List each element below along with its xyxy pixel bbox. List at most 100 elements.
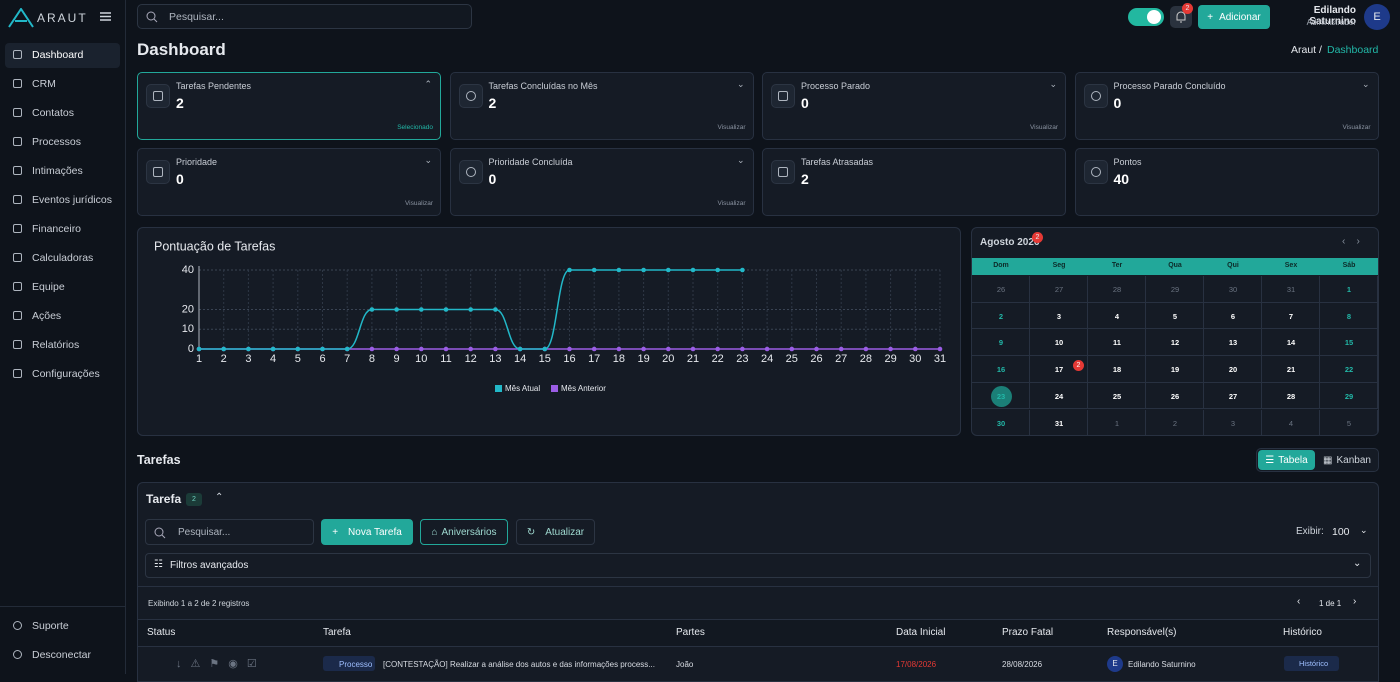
card-footer[interactable]: Visualizar xyxy=(1029,124,1058,131)
task-text[interactable]: [CONTESTAÇÃO] Realizar a análise dos aut… xyxy=(383,660,655,669)
show-caret[interactable]: ⌄ xyxy=(1360,525,1368,535)
day[interactable]: 4 xyxy=(1114,311,1120,321)
stat-card[interactable]: Tarefas Atrasadas 2 xyxy=(762,148,1066,216)
add-button[interactable]: + Adicionar xyxy=(1198,5,1270,29)
day[interactable]: 23 xyxy=(996,391,1006,401)
day[interactable]: 7 xyxy=(1288,311,1294,321)
card-footer[interactable]: Visualizar xyxy=(717,124,746,131)
day[interactable]: 30 xyxy=(1228,285,1238,294)
task-search[interactable]: Pesquisar... xyxy=(145,519,314,545)
day[interactable]: 26 xyxy=(996,285,1006,294)
day[interactable]: 27 xyxy=(1228,391,1238,401)
view-kanban[interactable]: ▦ Kanban xyxy=(1323,454,1371,466)
day[interactable]: 15 xyxy=(1344,338,1354,348)
menu-item[interactable]: CRM xyxy=(32,78,56,90)
day[interactable]: 18 xyxy=(1112,365,1122,375)
day[interactable]: 19 xyxy=(1170,365,1180,375)
menu-item[interactable]: Equipe xyxy=(32,281,65,293)
menu-item[interactable]: Calculadoras xyxy=(32,252,94,264)
day[interactable]: 12 xyxy=(1170,338,1180,348)
stat-card[interactable]: Pontos 40 xyxy=(1074,148,1379,216)
menu-toggle[interactable] xyxy=(100,12,111,21)
menu-item[interactable]: Contatos xyxy=(32,107,75,119)
user-avatar[interactable]: E xyxy=(1364,4,1390,30)
day[interactable]: 21 xyxy=(1286,365,1296,375)
card-footer[interactable]: Visualizar xyxy=(717,200,746,207)
new-task[interactable]: + Nova Tarefa xyxy=(321,519,413,545)
day[interactable]: 16 xyxy=(996,365,1006,375)
point xyxy=(764,346,770,352)
collapse[interactable]: ⌃ xyxy=(215,492,224,503)
footer-item[interactable]: Suporte xyxy=(32,620,69,632)
day[interactable]: 5 xyxy=(1172,311,1178,321)
day[interactable]: 29 xyxy=(1344,391,1354,401)
stat-card[interactable]: Tarefas Pendentes 2 Selecionado ⌃ xyxy=(137,72,441,140)
day[interactable]: 3 xyxy=(1230,418,1236,428)
next-page[interactable]: › xyxy=(1353,596,1357,607)
card-value: 0 xyxy=(1113,95,1122,111)
prev-month[interactable]: ‹ › xyxy=(1342,236,1360,247)
day[interactable]: 8 xyxy=(1346,311,1352,321)
menu-item[interactable]: Relatórios xyxy=(32,339,80,351)
x-tick-label: 1 xyxy=(196,353,202,365)
footer-item[interactable]: Desconectar xyxy=(32,649,91,661)
prev-page[interactable]: ‹ xyxy=(1297,596,1301,607)
day[interactable]: 3 xyxy=(1056,311,1062,321)
filters[interactable]: ☷ Filtros avançados ⌄ xyxy=(145,553,1371,578)
menu-item[interactable]: Eventos jurídicos xyxy=(32,194,112,206)
birthdays[interactable]: ⌂ Aniversários xyxy=(420,519,508,545)
day[interactable]: 25 xyxy=(1112,391,1122,401)
menu-item[interactable]: Financeiro xyxy=(32,223,82,235)
point xyxy=(863,346,869,352)
day[interactable]: 31 xyxy=(1286,285,1296,294)
day[interactable]: 26 xyxy=(1170,391,1180,401)
day[interactable]: 28 xyxy=(1286,391,1296,401)
day[interactable]: 9 xyxy=(998,338,1004,348)
day[interactable]: 28 xyxy=(1112,285,1122,294)
stat-card[interactable]: Tarefas Concluídas no Mês 2 Visualizar ⌄ xyxy=(449,72,754,140)
day[interactable]: 4 xyxy=(1288,418,1294,428)
stat-card[interactable]: Prioridade 0 Visualizar ⌄ xyxy=(137,148,441,216)
status-icons[interactable]: ↓⚠⚑◉☑ xyxy=(176,658,266,670)
day[interactable]: 31 xyxy=(1054,418,1064,428)
refresh[interactable]: ↻ Atualizar xyxy=(516,519,595,545)
day[interactable]: 20 xyxy=(1228,365,1238,375)
day[interactable]: 29 xyxy=(1170,285,1180,294)
menu-item[interactable]: Dashboard xyxy=(32,49,84,61)
view-table[interactable]: ☰ Tabela xyxy=(1258,450,1315,470)
stat-card[interactable]: Prioridade Concluída 0 Visualizar ⌄ xyxy=(449,148,754,216)
footer-icon xyxy=(13,621,22,630)
day[interactable]: 27 xyxy=(1054,285,1064,294)
menu-item[interactable]: Processos xyxy=(32,136,82,148)
card-footer[interactable]: Visualizar xyxy=(404,200,433,207)
day[interactable]: 14 xyxy=(1286,338,1296,348)
day[interactable]: 6 xyxy=(1230,311,1236,321)
day-cell xyxy=(972,276,1030,303)
day[interactable]: 22 xyxy=(1344,365,1354,375)
day[interactable]: 1 xyxy=(1346,285,1352,294)
notifications[interactable]: 2 xyxy=(1170,3,1193,28)
day[interactable]: 1 xyxy=(1114,418,1120,428)
day[interactable]: 2 xyxy=(1172,418,1178,428)
menu-item[interactable]: Ações xyxy=(32,310,62,322)
card-footer[interactable]: Visualizar xyxy=(1342,124,1371,131)
theme-toggle[interactable] xyxy=(1128,8,1164,26)
day[interactable]: 5 xyxy=(1346,418,1352,428)
day[interactable]: 24 xyxy=(1054,391,1064,401)
day[interactable]: 13 xyxy=(1228,338,1238,348)
search-box[interactable]: Pesquisar... xyxy=(137,4,472,29)
history-tag[interactable] xyxy=(1284,656,1339,671)
card-footer[interactable]: Selecionado xyxy=(397,124,433,131)
stat-card[interactable]: Processo Parado 0 Visualizar ⌄ xyxy=(762,72,1066,140)
menu-item[interactable]: Intimações xyxy=(32,165,83,177)
show-value[interactable]: 100 xyxy=(1332,526,1350,538)
stat-card[interactable]: Processo Parado Concluído 0 Visualizar ⌄ xyxy=(1074,72,1379,140)
day[interactable]: 17 xyxy=(1054,365,1064,375)
day[interactable]: 2 xyxy=(998,311,1004,321)
day[interactable]: 30 xyxy=(996,418,1006,428)
breadcrumb-root[interactable]: Araut / xyxy=(1291,44,1322,56)
day[interactable]: 11 xyxy=(1113,338,1121,348)
menu-item[interactable]: Configurações xyxy=(32,368,100,380)
day[interactable]: 10 xyxy=(1054,338,1064,348)
resp-avatar: E xyxy=(1107,656,1123,672)
